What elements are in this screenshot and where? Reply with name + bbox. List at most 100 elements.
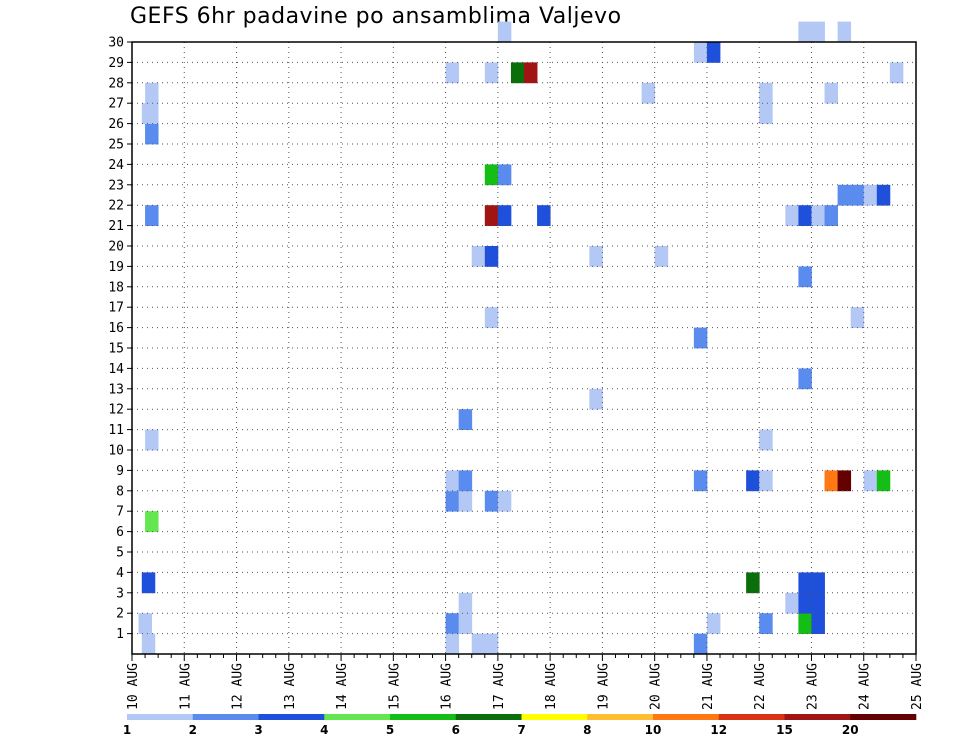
heatmap-cell bbox=[798, 266, 812, 288]
heatmap-cell bbox=[445, 633, 460, 655]
heatmap-cell bbox=[145, 429, 159, 451]
heatmap-cell bbox=[145, 205, 159, 226]
heatmap-cell bbox=[876, 470, 891, 492]
heatmap-cell bbox=[471, 633, 486, 655]
heatmap-cell bbox=[484, 164, 499, 186]
x-tick-label: 23 AUG bbox=[805, 663, 820, 710]
heatmap-cell bbox=[471, 246, 486, 267]
y-tick-label: 7 bbox=[116, 505, 124, 520]
heatmap-cell bbox=[863, 470, 878, 492]
colorbar-label: 8 bbox=[583, 723, 591, 737]
colorbar-segment bbox=[127, 714, 194, 720]
heatmap-cell bbox=[458, 613, 473, 634]
heatmap-cell bbox=[524, 62, 538, 84]
heatmap-cell bbox=[811, 572, 825, 594]
heatmap-cell bbox=[837, 21, 852, 43]
y-tick-label: 25 bbox=[108, 138, 124, 153]
plot-frame bbox=[131, 41, 917, 655]
heatmap-cell bbox=[759, 103, 773, 124]
colorbar-label: 2 bbox=[189, 723, 197, 737]
heatmap-cell bbox=[445, 470, 460, 492]
heatmap-cell bbox=[145, 511, 159, 532]
heatmap-cell bbox=[824, 82, 838, 104]
heatmap-cell bbox=[798, 613, 812, 634]
y-tick-label: 8 bbox=[116, 484, 124, 499]
colorbar-label: 12 bbox=[710, 723, 727, 737]
y-tick-label: 10 bbox=[108, 444, 124, 459]
heatmap-cell bbox=[837, 184, 852, 206]
heatmap-cell bbox=[497, 21, 512, 43]
colorbar-label: 1 bbox=[123, 723, 131, 737]
heatmap-cell bbox=[785, 592, 799, 614]
heatmap-cell bbox=[824, 470, 838, 492]
heatmap-cell bbox=[445, 613, 460, 634]
y-tick-label: 28 bbox=[108, 76, 124, 91]
y-tick-label: 12 bbox=[108, 403, 124, 418]
heatmap-cell bbox=[693, 327, 708, 349]
y-tick-label: 19 bbox=[108, 260, 124, 275]
colorbar-label: 4 bbox=[320, 723, 328, 737]
heatmap-cell bbox=[811, 205, 825, 226]
x-tick-label: 14 AUG bbox=[335, 663, 350, 710]
colorbar-label: 6 bbox=[452, 723, 460, 737]
y-tick-label: 18 bbox=[108, 280, 124, 295]
heatmap-cell bbox=[445, 490, 460, 512]
heatmap-cell bbox=[484, 633, 499, 655]
heatmap-cell bbox=[811, 592, 825, 614]
colorbar-segment bbox=[653, 714, 720, 720]
heatmap-cell bbox=[145, 103, 159, 124]
colorbar-segment bbox=[455, 714, 522, 720]
x-tick-label: 17 AUG bbox=[492, 663, 507, 710]
colorbar-label: 5 bbox=[386, 723, 394, 737]
colorbar-label: 10 bbox=[645, 723, 662, 737]
heatmap-cell bbox=[693, 470, 708, 492]
y-tick-label: 1 bbox=[116, 627, 124, 642]
colorbar-segment bbox=[192, 714, 259, 720]
y-tick-label: 9 bbox=[116, 464, 124, 479]
colorbar-label: 20 bbox=[842, 723, 859, 737]
y-tick-label: 2 bbox=[116, 607, 124, 622]
x-tick-label: 22 AUG bbox=[753, 663, 768, 710]
x-tick-label: 13 AUG bbox=[283, 663, 298, 710]
heatmap-cell bbox=[141, 633, 156, 655]
heatmap-cell bbox=[759, 613, 773, 634]
heatmap-cell bbox=[458, 592, 473, 614]
chart-title: GEFS 6hr padavine po ansamblima Valjevo bbox=[130, 4, 622, 29]
heatmap-cell bbox=[798, 205, 812, 226]
y-tick-label: 27 bbox=[108, 97, 124, 112]
x-tick-label: 16 AUG bbox=[440, 663, 455, 710]
heatmap-cell bbox=[145, 123, 159, 145]
heatmap-cell bbox=[876, 184, 891, 206]
heatmap-cell bbox=[458, 490, 473, 512]
heatmap-cell bbox=[811, 21, 825, 43]
colorbar-segment bbox=[324, 714, 391, 720]
heatmap-cell bbox=[798, 572, 812, 594]
heatmap-cell bbox=[759, 470, 773, 492]
heatmap-cell bbox=[497, 205, 512, 226]
y-tick-label: 14 bbox=[108, 362, 124, 377]
y-tick-label: 21 bbox=[108, 219, 124, 234]
heatmap-cell bbox=[798, 592, 812, 614]
heatmap-cell bbox=[458, 409, 473, 430]
x-tick-label: 24 AUG bbox=[858, 663, 873, 710]
y-tick-label: 30 bbox=[108, 36, 124, 51]
y-tick-label: 29 bbox=[108, 56, 124, 71]
heatmap-cell bbox=[445, 62, 460, 84]
heatmap-cell bbox=[706, 42, 721, 63]
y-tick-label: 11 bbox=[108, 423, 124, 438]
y-tick-label: 15 bbox=[108, 342, 124, 357]
heatmap-cell bbox=[889, 62, 904, 84]
y-tick-label: 23 bbox=[108, 178, 124, 193]
heatmap-cell bbox=[746, 470, 760, 492]
y-tick-label: 16 bbox=[108, 321, 124, 336]
heatmap-cell bbox=[850, 307, 865, 328]
y-tick-label: 24 bbox=[108, 158, 124, 173]
colorbar-label: 3 bbox=[254, 723, 262, 737]
x-tick-label: 12 AUG bbox=[231, 663, 246, 710]
y-tick-label: 20 bbox=[108, 240, 124, 255]
heatmap-cell bbox=[850, 184, 865, 206]
heatmap-cell bbox=[798, 368, 812, 390]
y-tick-label: 13 bbox=[108, 382, 124, 397]
y-tick-label: 22 bbox=[108, 199, 124, 214]
